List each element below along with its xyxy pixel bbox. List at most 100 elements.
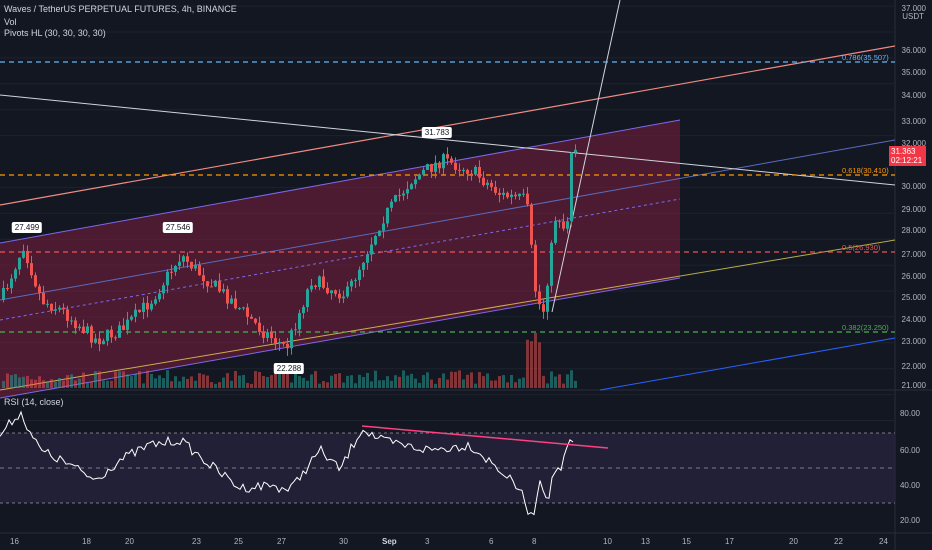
candle-body [510,194,513,198]
resistance-trendline [0,45,896,206]
volume-bar [290,382,293,388]
candle-body [482,177,485,186]
volume-bar [122,371,125,388]
volume-bar [270,375,273,388]
volume-bar [562,383,565,388]
volume-bar [362,376,365,388]
candle-body [246,307,249,317]
candle-body [174,266,177,272]
candle-body [266,332,269,338]
pivot-badge[interactable]: 22.288 [273,363,305,374]
fib-level-label: 0.786(35.507) [842,53,889,62]
candle-body [390,201,393,208]
volume-bar [394,375,397,388]
vol-indicator-label[interactable]: Vol [4,17,17,27]
volume-bar [534,333,537,388]
candle-body [162,285,165,294]
volume-bar [86,382,89,388]
candle-body [474,166,477,175]
candle-body [418,174,421,180]
volume-bar [190,376,193,388]
candle-body [194,264,197,269]
volume-bar [242,374,245,388]
volume-bar [526,339,529,388]
volume-bar [550,371,553,388]
rsi-indicator-label[interactable]: RSI (14, close) [4,397,64,407]
candle-body [254,318,257,323]
candle-body [54,309,57,311]
time-tick: 25 [234,537,243,546]
volume-bar [30,379,33,388]
rsi-legend: RSI (14, close) [4,397,64,407]
candle-body [502,192,505,195]
candle-body [158,293,161,300]
candle-body [218,280,221,292]
volume-bar [94,371,97,388]
extended-trendline-upper [0,139,896,301]
time-tick: 13 [641,537,650,546]
candle-body [6,288,9,290]
volume-bar [442,373,445,388]
candle-body [522,193,525,195]
volume-bar [102,380,105,388]
volume-bar [206,375,209,388]
price-tick: 22.000 [901,362,926,371]
volume-bar [78,378,81,388]
time-tick: 17 [725,537,734,546]
fib-level-label: 0.618(30.410) [842,166,889,175]
volume-bar [130,376,133,388]
symbol-title[interactable]: Waves / TetherUS PERPETUAL FUTURES, 4h, … [4,4,237,14]
volume-bar [414,378,417,388]
candle-body [318,276,321,287]
symbol-legend: Waves / TetherUS PERPETUAL FUTURES, 4h, … [4,4,237,14]
time-tick: 8 [532,537,537,546]
volume-bar [142,383,145,388]
volume-bar [58,378,61,388]
extended-trendline-blue [599,337,896,391]
volume-bar [226,373,229,388]
volume-bar [514,382,517,388]
pivot-badge[interactable]: 27.499 [11,222,43,233]
candle-body [258,322,261,332]
volume-bar [350,375,353,388]
price-tick: 36.000 [901,46,926,55]
volume-bar [90,381,93,388]
time-tick: 30 [339,537,348,546]
volume-bar [554,376,557,388]
candle-body [186,256,189,262]
candle-body [518,193,521,197]
candle-body [414,179,417,185]
candle-body [442,154,445,169]
volume-bar [82,372,85,388]
price-tick: 32.000 [901,139,926,148]
volume-bar [502,375,505,388]
volume-bar [510,374,513,388]
volume-bar [346,375,349,388]
candle-body [62,307,65,310]
pivot-badge[interactable]: 27.546 [162,222,194,233]
candle-body [154,299,157,304]
candle-body [310,285,313,290]
volume-bar [278,370,281,388]
volume-bar [354,383,357,388]
candle-body [134,309,137,317]
candle-body [138,309,141,312]
candle-body [362,262,365,270]
candle-body [446,154,449,159]
volume-bar [34,379,37,388]
pivots-indicator-label[interactable]: Pivots HL (30, 30, 30, 30) [4,28,106,38]
candle-body [350,280,353,287]
volume-bar [98,371,101,388]
candle-body [38,286,41,293]
candle-body [514,194,517,197]
pivot-badge[interactable]: 31.783 [421,127,453,138]
volume-bar [566,374,569,388]
candle-body [478,166,481,178]
descending-trendline [0,94,896,186]
candle-body [382,223,385,231]
volume-bar [490,380,493,388]
candle-body [70,320,73,322]
time-tick: 18 [82,537,91,546]
